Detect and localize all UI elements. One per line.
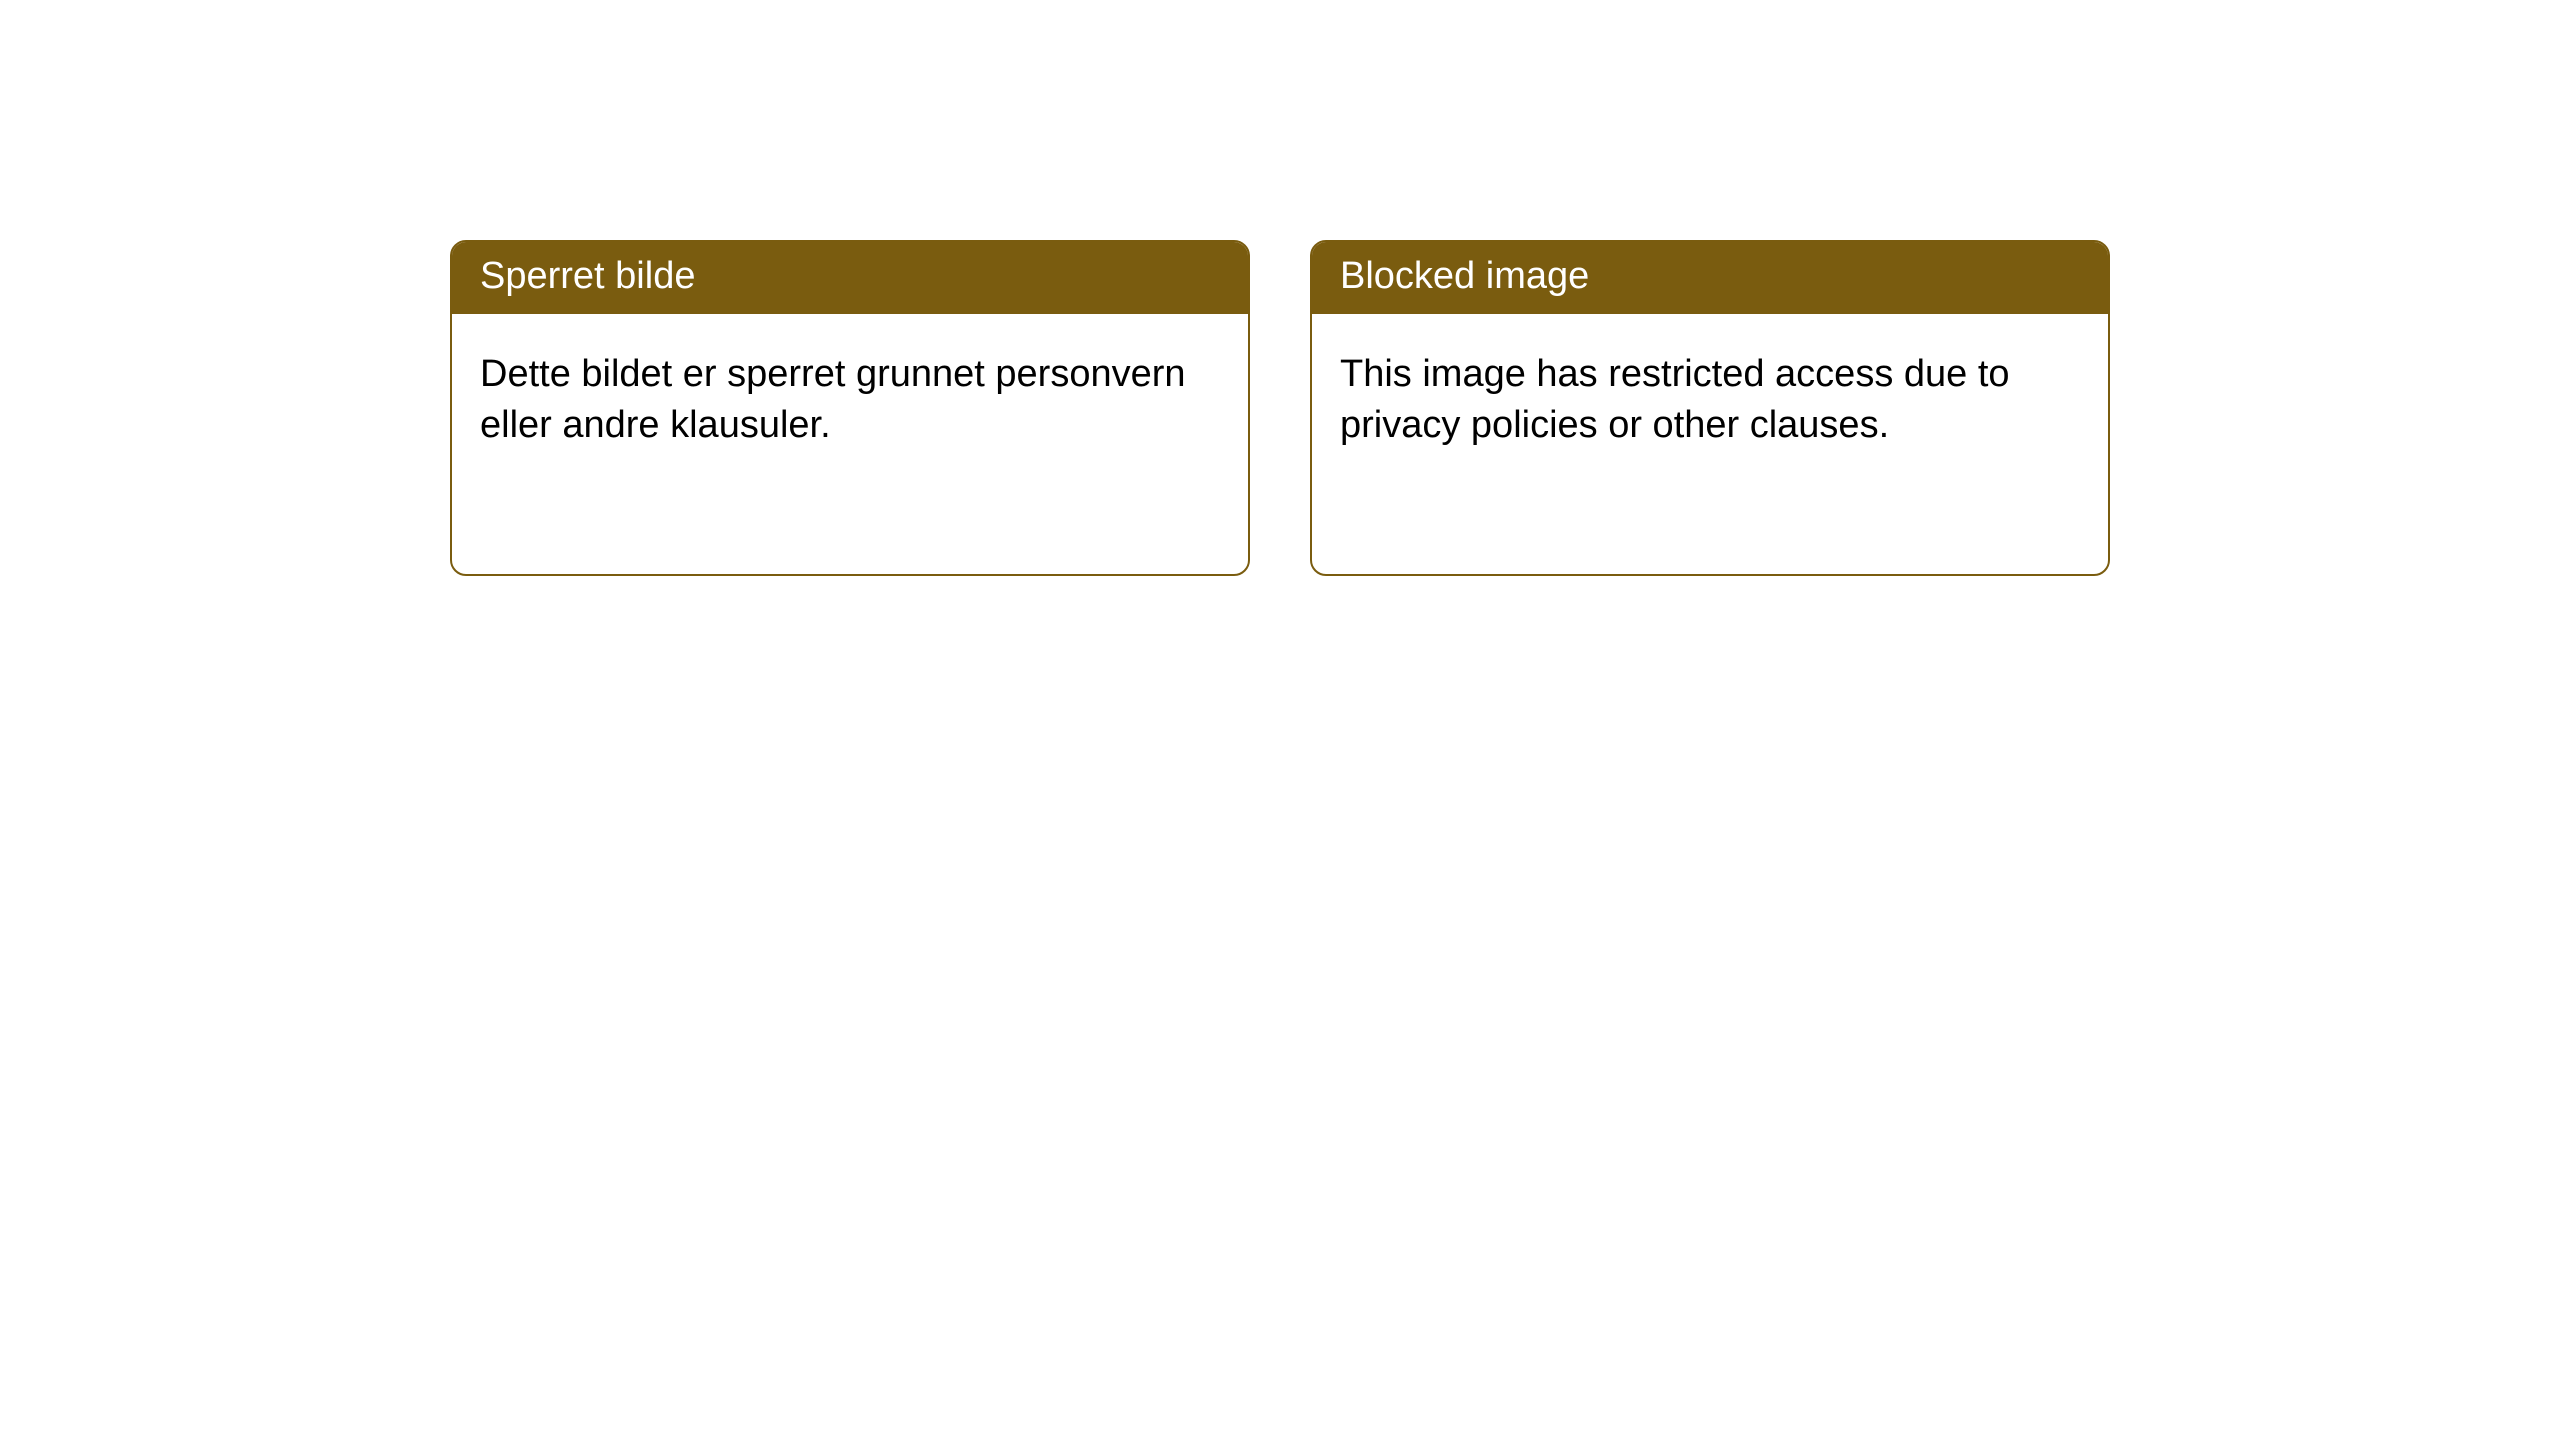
notice-container: Sperret bilde Dette bildet er sperret gr…	[450, 240, 2110, 576]
notice-card-norwegian: Sperret bilde Dette bildet er sperret gr…	[450, 240, 1250, 576]
notice-header-english: Blocked image	[1312, 242, 2108, 314]
notice-card-english: Blocked image This image has restricted …	[1310, 240, 2110, 576]
notice-header-norwegian: Sperret bilde	[452, 242, 1248, 314]
notice-body-norwegian: Dette bildet er sperret grunnet personve…	[452, 314, 1248, 487]
notice-body-english: This image has restricted access due to …	[1312, 314, 2108, 487]
